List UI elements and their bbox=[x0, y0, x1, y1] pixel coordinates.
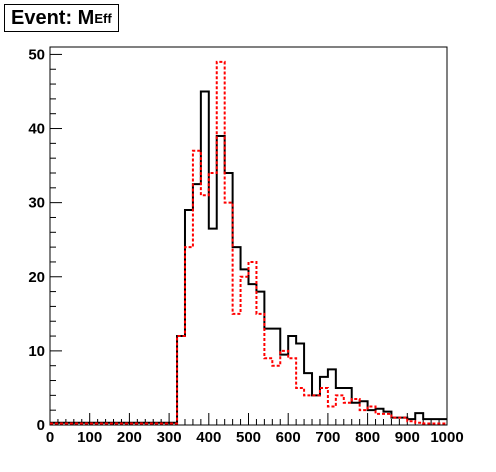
plot-frame bbox=[49, 46, 448, 426]
chart-title-box: Event: M Eff bbox=[4, 4, 119, 32]
x-tick-label: 900 bbox=[395, 429, 420, 446]
x-tick-label: 200 bbox=[117, 429, 142, 446]
x-tick-label: 1000 bbox=[430, 429, 463, 446]
histogram-red-dashed bbox=[50, 60, 447, 425]
x-tick-label: 700 bbox=[315, 429, 340, 446]
chart-title-main: Event: M bbox=[11, 7, 95, 29]
y-tick-label: 20 bbox=[28, 269, 45, 286]
y-tick-label: 10 bbox=[28, 343, 45, 360]
y-tick-label: 50 bbox=[28, 46, 45, 63]
x-tick-label: 600 bbox=[276, 429, 301, 446]
x-tick-label: 300 bbox=[157, 429, 182, 446]
histogram-series bbox=[50, 60, 447, 425]
y-tick-label: 0 bbox=[37, 417, 45, 434]
histogram-black-solid bbox=[50, 90, 447, 424]
chart-title-subscript: Eff bbox=[94, 10, 112, 26]
x-tick-label: 500 bbox=[236, 429, 261, 446]
axis-ticks bbox=[49, 53, 448, 426]
x-tick-label: 800 bbox=[355, 429, 380, 446]
x-tick-label: 400 bbox=[196, 429, 221, 446]
x-tick-label: 100 bbox=[77, 429, 102, 446]
x-tick-label: 0 bbox=[46, 429, 54, 446]
axis-tick-labels: 0 100 200 300 400 500 600 700 800 900 1000 0 10 20 30 4… bbox=[28, 46, 463, 446]
y-tick-label: 40 bbox=[28, 121, 45, 138]
y-tick-label: 30 bbox=[28, 195, 45, 212]
